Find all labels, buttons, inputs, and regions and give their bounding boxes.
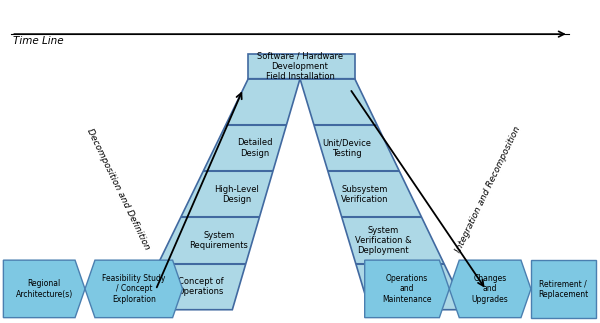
Text: System
Verification &
Deployment: System Verification & Deployment [355, 225, 411, 255]
Text: System
Validation: System Validation [380, 277, 422, 296]
Polygon shape [158, 217, 259, 264]
Text: System
Requirements: System Requirements [190, 231, 248, 250]
Text: Operations
and
Maintenance: Operations and Maintenance [382, 274, 432, 304]
Polygon shape [314, 125, 400, 171]
Polygon shape [136, 264, 246, 310]
Text: High-Level
Design: High-Level Design [215, 184, 259, 204]
Text: Decomposition and Definition: Decomposition and Definition [85, 127, 151, 251]
Polygon shape [300, 79, 377, 125]
Text: Concept of
Operations: Concept of Operations [178, 277, 224, 296]
Polygon shape [328, 171, 422, 217]
Polygon shape [365, 260, 449, 318]
Polygon shape [203, 125, 286, 171]
Polygon shape [248, 54, 355, 79]
Text: Subsystem
Verification: Subsystem Verification [341, 184, 388, 204]
Text: Regional
Architecture(s): Regional Architecture(s) [16, 279, 73, 298]
Polygon shape [85, 260, 182, 318]
Text: Integration and Recomposition: Integration and Recomposition [454, 125, 523, 254]
Text: Time Line: Time Line [13, 36, 64, 46]
Text: Software / Hardware
Development
Field Installation: Software / Hardware Development Field In… [257, 51, 343, 81]
Polygon shape [356, 264, 466, 310]
Polygon shape [181, 171, 273, 217]
Text: Retirement /
Replacement: Retirement / Replacement [538, 279, 589, 298]
Text: Changes
and
Upgrades: Changes and Upgrades [472, 274, 508, 304]
Polygon shape [531, 260, 596, 318]
Text: Detailed
Design: Detailed Design [238, 138, 273, 158]
Text: Unit/Device
Testing: Unit/Device Testing [322, 138, 371, 158]
Text: Feasibility Study
/ Concept
Exploration: Feasibility Study / Concept Exploration [102, 274, 166, 304]
Polygon shape [226, 79, 300, 125]
Polygon shape [342, 217, 444, 264]
Polygon shape [4, 260, 85, 318]
Polygon shape [449, 260, 531, 318]
